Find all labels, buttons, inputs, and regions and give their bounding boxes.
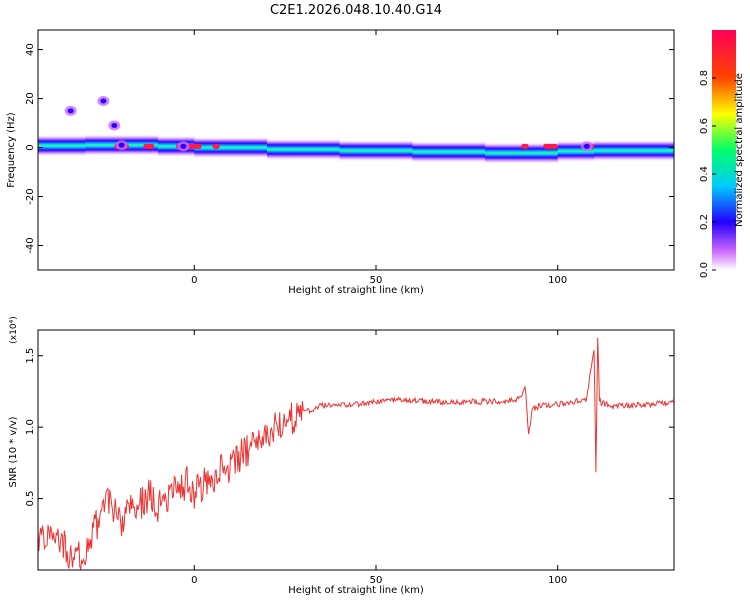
spectrogram-ylabel: Frequency (Hz)	[6, 112, 17, 188]
spectrogram-xtick-label: 0	[191, 275, 197, 286]
spectrogram-spot-core	[583, 143, 590, 149]
spectrogram-xtick-label: 50	[370, 275, 383, 286]
snr-ylabel: SNR (10 * v/v)	[8, 416, 19, 487]
spectrogram-ytick-label: -40	[25, 237, 36, 253]
spectrogram-spot-core	[100, 98, 107, 104]
spectrogram-hot-core	[212, 143, 220, 149]
snr-ytick-label: 1.0	[25, 419, 36, 435]
colorbar: 0.0 0.2 0.4 0.6 0.8 Normalized spectral ampl…	[699, 30, 745, 278]
colorbar-tick-label: 0.2	[699, 214, 710, 230]
spectrogram-hot-core	[543, 143, 558, 149]
spectrogram-xtick-label: 100	[548, 275, 567, 286]
snr-ytick-label: 0.5	[25, 491, 36, 507]
spectrogram-spot-core	[67, 108, 74, 114]
spectrogram-panel: 0 50 100 -40 -20 0 20 40 Height of straight lin…	[6, 29, 675, 296]
spectrogram-ridge-segment	[85, 134, 123, 157]
spectrogram-ridge-segment	[266, 138, 341, 161]
snr-xtick-label: 0	[191, 575, 197, 586]
spectrogram-spot-core	[111, 123, 118, 129]
spectrogram-frame	[37, 29, 675, 271]
spectrogram-ridge-segment	[339, 139, 413, 162]
colorbar-tick-label: 0.4	[699, 166, 710, 182]
colorbar-gradient	[712, 30, 736, 270]
snr-multiplier: (x10⁴)	[9, 316, 19, 343]
snr-xtick-label: 100	[548, 575, 567, 586]
snr-ytick-label: 1.5	[25, 348, 36, 364]
spectrogram-hot-core	[521, 143, 529, 149]
snr-frame	[37, 329, 675, 571]
spectrogram-ridge-segment	[121, 134, 159, 157]
spectrogram-ridge-segment	[412, 140, 486, 163]
spectrogram-ytick-label: 40	[25, 43, 36, 56]
spectrogram-hot-core	[143, 143, 155, 149]
snr-series-line	[38, 337, 674, 570]
spectrogram-spot-core	[180, 143, 187, 149]
spectrogram-ridge-segment	[485, 142, 522, 165]
snr-xtick-label: 50	[370, 575, 383, 586]
snr-panel: 0 50 100 0.5 1.0 1.5 (x10⁴) Height of straigh…	[8, 316, 675, 596]
spectrogram-ytick-label: -20	[25, 188, 36, 204]
spectrogram-ytick-label: 0	[25, 144, 36, 150]
snr-xlabel: Height of straight line (km)	[288, 585, 424, 596]
spectrogram-ridge-segment	[38, 134, 86, 157]
spectrogram-xlabel: Height of straight line (km)	[288, 285, 424, 296]
spectrogram-ridge-segment	[594, 139, 674, 162]
colorbar-tick-label: 0.8	[699, 70, 710, 86]
spectrogram-ytick-label: 20	[25, 92, 36, 105]
colorbar-tick-label: 0.6	[699, 118, 710, 134]
colorbar-label: Normalized spectral amplitude	[734, 73, 745, 227]
figure-title: C2E1.2026.048.10.40.G14	[270, 3, 442, 18]
spectrogram-spot-core	[118, 142, 125, 148]
colorbar-tick-label: 0.0	[699, 262, 710, 278]
spectrogram-ridge-segment	[194, 136, 268, 159]
